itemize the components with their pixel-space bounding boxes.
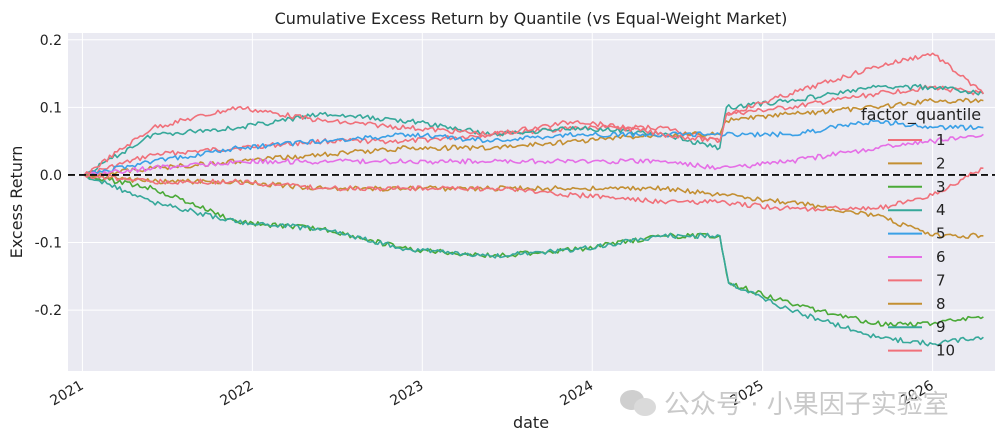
y-tick-label: -0.2: [35, 303, 62, 319]
y-axis-label: Excess Return: [7, 146, 26, 259]
y-tick-label: 0.2: [40, 33, 62, 49]
legend-label-10: 10: [936, 342, 955, 360]
series-line-10: [83, 167, 984, 212]
series-line-9: [83, 174, 984, 347]
x-axis-label: date: [513, 413, 549, 432]
x-tick-label: 2024: [557, 378, 596, 410]
legend-label-8: 8: [936, 295, 946, 313]
watermark-text: 公众号 · 小果因子实验室: [664, 390, 949, 420]
watermark: 公众号 · 小果因子实验室: [620, 384, 949, 421]
wechat-icon: [620, 388, 656, 418]
legend-label-6: 6: [936, 248, 946, 266]
legend-label-9: 9: [936, 318, 946, 336]
legend-label-4: 4: [936, 201, 946, 219]
series-line-3: [84, 173, 984, 327]
series-layer: [83, 52, 985, 347]
series-line-5: [84, 119, 984, 177]
legend-label-1: 1: [936, 131, 946, 149]
legend-label-2: 2: [936, 154, 946, 172]
legend-label-7: 7: [936, 271, 946, 289]
plot-background: [68, 33, 995, 371]
series-line-2: [83, 97, 984, 177]
y-tick-label: -0.1: [35, 236, 62, 252]
y-tick-label: 0.1: [40, 100, 62, 116]
series-line-4: [83, 83, 984, 176]
legend-title: factor_quantile: [861, 105, 981, 125]
chart-title: Cumulative Excess Return by Quantile (vs…: [275, 9, 788, 28]
x-tick-label: 2022: [218, 378, 257, 410]
legend-label-5: 5: [936, 225, 946, 243]
series-line-6: [83, 133, 984, 177]
legend: factor_quantile 1 2 3 4 5 6 7 8 9 10: [861, 105, 981, 360]
x-tick-label: 2023: [387, 378, 426, 410]
legend-label-3: 3: [936, 178, 946, 196]
x-tick-label: 2021: [48, 378, 87, 410]
series-line-1: [83, 84, 984, 177]
y-tick-label: 0.0: [40, 168, 62, 184]
y-tick-labels: -0.2 -0.1 0.0 0.1 0.2: [35, 33, 62, 319]
series-line-7: [83, 52, 985, 176]
